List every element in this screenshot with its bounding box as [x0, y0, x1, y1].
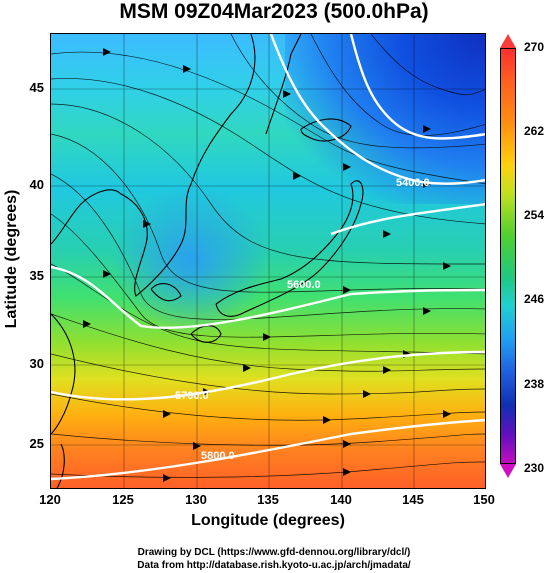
colorbar-tick-230: 230 — [524, 461, 545, 475]
colorbar-tick-270: 270 — [524, 40, 545, 54]
x-tick-145: 145 — [402, 492, 424, 507]
x-tick-125: 125 — [112, 492, 134, 507]
x-tick-140: 140 — [330, 492, 352, 507]
contour-label-5400: 5400.0 — [396, 177, 430, 189]
colorbar-tick-246: 246 — [524, 292, 545, 306]
colorbar-max-triangle — [500, 34, 516, 48]
map-overlay — [51, 34, 485, 488]
grid-lines — [51, 34, 485, 488]
credit-line-data: Data from http://database.rish.kyoto-u.a… — [137, 560, 411, 571]
y-axis-label: Latitude (degrees) — [3, 189, 20, 329]
colorbar — [500, 48, 516, 464]
x-tick-130: 130 — [185, 492, 207, 507]
y-tick-40: 40 — [29, 177, 44, 192]
x-axis-label: Longitude (degrees) — [191, 512, 345, 529]
map-title: MSM 09Z04Mar2023 (500.0hPa) — [119, 0, 429, 23]
contour-label-5700: 5700.0 — [175, 390, 209, 402]
y-tick-25: 25 — [29, 436, 44, 451]
colorbar-tick-254: 254 — [524, 208, 545, 222]
map-panel: 5400.0 5600.0 5700.0 5800.0 — [50, 33, 486, 489]
colorbar-tick-262: 262 — [524, 124, 545, 138]
contour-label-layer: 5400.0 5600.0 5700.0 5800.0 — [175, 177, 430, 462]
coastlines — [51, 34, 364, 488]
x-tick-120: 120 — [39, 492, 61, 507]
colorbar-tick-238: 238 — [524, 377, 545, 391]
x-tick-150: 150 — [473, 492, 495, 507]
height-contours — [51, 34, 485, 481]
credit-line-drawing: Drawing by DCL (https://www.gfd-dennou.o… — [137, 547, 411, 558]
contour-label-5600: 5600.0 — [287, 279, 321, 291]
y-tick-45: 45 — [29, 80, 44, 95]
x-tick-135: 135 — [257, 492, 279, 507]
contour-label-5800: 5800.0 — [201, 450, 235, 462]
cold-air-region — [285, 34, 485, 204]
y-tick-35: 35 — [29, 268, 44, 283]
y-tick-30: 30 — [29, 356, 44, 371]
colorbar-min-triangle — [500, 464, 516, 478]
